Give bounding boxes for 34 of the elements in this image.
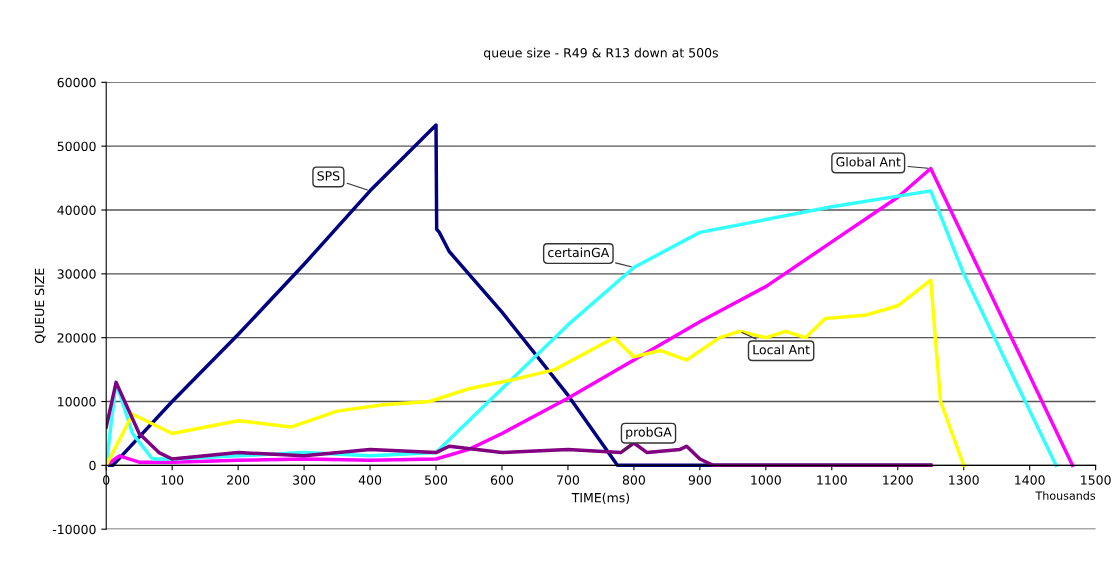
- series-label: probGA: [626, 427, 672, 440]
- x-tick-label: 200: [227, 475, 250, 485]
- y-tick-label: 60000: [57, 77, 96, 88]
- x-tick-label: 700: [557, 475, 580, 485]
- x-tick-label: 600: [490, 475, 514, 485]
- y-tick-label: 30000: [57, 269, 96, 279]
- y-tick-label: 50000: [57, 141, 96, 152]
- y-tick-label: 10000: [58, 396, 96, 407]
- x-tick-label: 1200: [883, 475, 913, 485]
- x-tick-label: 1100: [817, 475, 847, 485]
- x-tick-label: 1500: [1081, 475, 1111, 485]
- chart-title: queue size - R49 & R13 down at 500s: [483, 47, 718, 60]
- series-label: Local Ant: [753, 344, 810, 355]
- annotation: Thousands: [1035, 491, 1096, 500]
- line-series: [106, 278, 966, 468]
- y-tick-label: 40000: [57, 205, 96, 215]
- x-tick-label: 500: [425, 475, 448, 485]
- series-label: Global Ant: [836, 156, 901, 167]
- text: SPS: [317, 171, 340, 181]
- y-tick-label: -10000: [52, 524, 96, 535]
- y-axis-title: QUEUE SIZE: [34, 268, 46, 344]
- series-label: certainGA: [548, 247, 610, 258]
- x-tick-label: 100: [161, 475, 184, 485]
- x-tick-label: 800: [622, 475, 646, 485]
- x-tick-label: 900: [688, 475, 711, 485]
- y-tick-label: 0: [89, 460, 96, 471]
- x-tick-label: 400: [358, 475, 382, 485]
- y-tick-label: 20000: [57, 333, 96, 343]
- x-tick-label: 1300: [949, 475, 979, 485]
- line-series: [106, 380, 933, 468]
- x-axis-title: TIME(ms): [571, 492, 630, 504]
- x-tick-label: 300: [293, 475, 316, 485]
- x-tick-label: 1000: [751, 475, 781, 485]
- x-tick-label: 1400: [1015, 475, 1045, 485]
